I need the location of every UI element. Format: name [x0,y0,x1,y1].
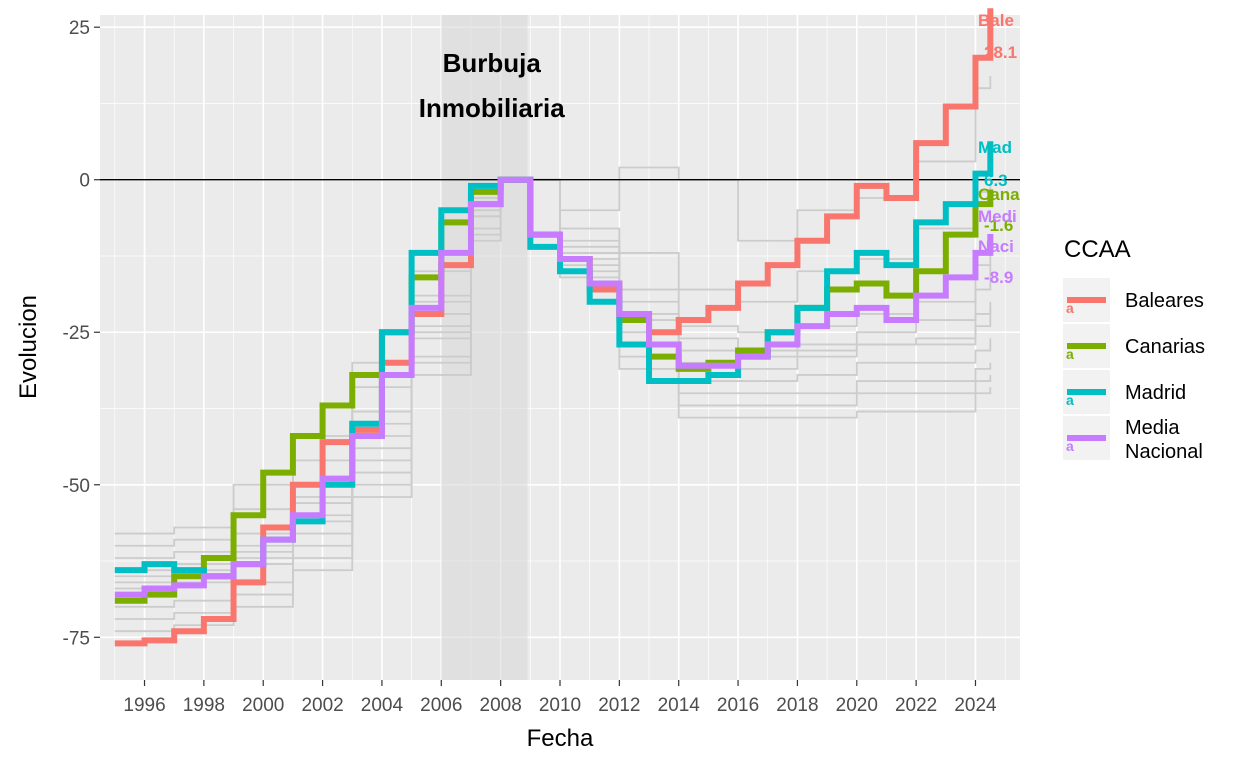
end-name-label-madrid: Mad [978,138,1012,157]
x-tick-label: 2008 [480,695,522,716]
end-value-label-madrid: 6.3 [984,171,1008,190]
legend-label-media-nacional-1: Media [1125,417,1180,439]
end-value-label-media-nacional: -8.9 [984,268,1013,287]
x-tick-label: 2014 [658,695,701,716]
x-tick-label: 2016 [717,695,759,716]
y-tick-label: 25 [69,18,90,39]
x-tick-label: 2024 [954,695,997,716]
legend-label-madrid: Madrid [1125,382,1186,404]
legend-key-glyph: a [1066,438,1074,454]
y-tick-label: -50 [63,476,90,497]
end-name-label-canarias: Cana [978,185,1020,204]
y-tick-label: 0 [79,171,90,192]
x-tick-label: 2020 [836,695,878,716]
x-tick-label: 1998 [183,695,225,716]
highlighted-series-group [114,8,994,647]
end-name-label-medi: Medi [978,207,1017,226]
x-tick-label: 2018 [776,695,818,716]
y-tick-label: -75 [63,628,90,649]
end-value-label-baleares: 28.1 [984,43,1017,62]
x-tick-label: 2022 [895,695,937,716]
x-tick-label: 2006 [420,695,462,716]
x-tick-label: 1996 [123,695,165,716]
legend-key-glyph: a [1066,392,1074,408]
legend-key-glyph: a [1066,346,1074,362]
series-line-media-nacional [114,176,994,598]
x-tick-label: 2002 [301,695,343,716]
y-axis: -75 -50 -25 0 25 [63,18,100,649]
legend-label-baleares: Baleares [1125,290,1204,312]
x-tick-label: 2012 [598,695,640,716]
y-axis-title: Evolucion [15,295,42,399]
y-tick-label: -25 [63,323,90,344]
burbuja-shaded-band [441,15,528,680]
legend-key-glyph: a [1066,300,1074,316]
x-axis-title: Fecha [527,725,594,752]
legend: CCAA a Baleares a Canarias a Madrid a MediaNaci… [1063,236,1205,463]
end-value-label-canarias: -1.6 [984,216,1013,235]
legend-label-canarias: Canarias [1125,336,1205,358]
x-axis: 1996 1998 2000 2002 2004 2006 2008 2010 2012 2014… [123,680,997,716]
end-name-label-baleares: Bale [978,11,1014,30]
end-labels-group: Bale 28.1 Cana -1.6 Mad 6.3 Naci -8.9 Medi [978,11,1020,287]
end-name-label-media-nacional: Naci [978,237,1014,256]
x-tick-label: 2004 [361,695,404,716]
x-tick-label: 2010 [539,695,581,716]
legend-label-media-nacional-2: Nacional [1125,441,1203,463]
legend-title: CCAA [1064,236,1131,263]
annotation-burbuja: Burbuja [443,48,542,78]
x-tick-label: 2000 [242,695,284,716]
annotation-inmobiliaria: Inmobiliaria [419,93,565,123]
